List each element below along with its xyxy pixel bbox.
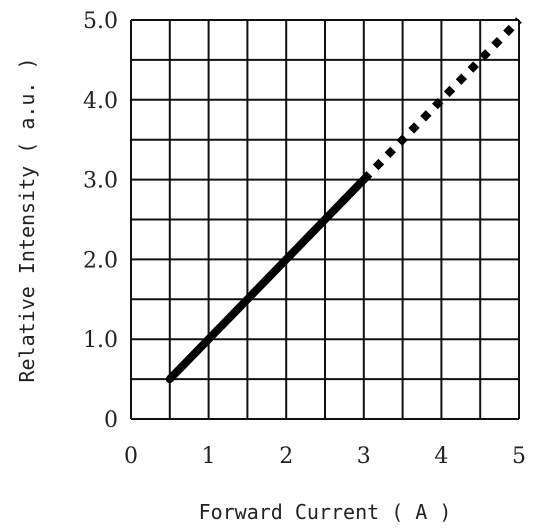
y-tick-label: 4.0 (83, 89, 118, 114)
x-axis-label: Forward Current ( A ) (199, 500, 452, 524)
x-tick-labels: 0 1 2 3 4 5 (124, 444, 526, 469)
x-tick-label: 0 (124, 444, 138, 469)
series-line-extrapolated (360, 17, 522, 183)
x-tick-label: 4 (434, 444, 448, 469)
y-axis-label: Relative Intensity ( a.u. ) (15, 57, 39, 382)
x-tick-label: 2 (279, 444, 293, 469)
chart-series (165, 17, 522, 384)
y-tick-label: 3.0 (83, 169, 118, 194)
y-tick-label: 5.0 (83, 9, 118, 34)
chart-grid (130, 19, 520, 420)
x-tick-label: 5 (512, 444, 526, 469)
x-tick-label: 3 (357, 444, 371, 469)
y-tick-labels: 0 1.0 2.0 3.0 4.0 5.0 (83, 9, 118, 433)
y-tick-label: 2.0 (83, 248, 118, 273)
y-tick-label: 1.0 (83, 328, 118, 353)
x-tick-label: 1 (202, 444, 216, 469)
y-tick-label: 0 (104, 408, 118, 433)
series-line-measured (165, 175, 368, 384)
